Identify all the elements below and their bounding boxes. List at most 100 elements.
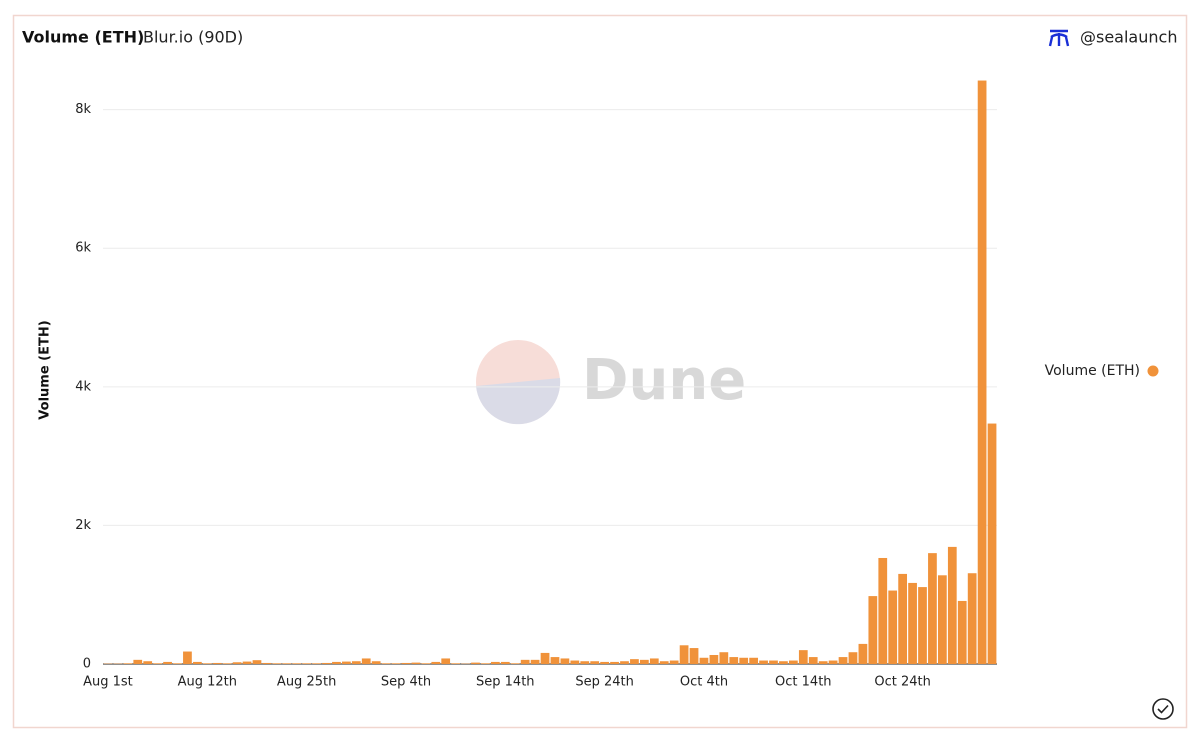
bar <box>521 660 530 664</box>
bar <box>759 661 768 664</box>
chart-subtitle: Blur.io (90D) <box>143 28 243 47</box>
bar <box>859 644 868 664</box>
bar <box>541 653 550 664</box>
bar <box>431 662 440 664</box>
bar <box>978 81 987 664</box>
legend-swatch <box>1148 366 1159 377</box>
bar <box>958 601 967 664</box>
bar <box>789 661 798 664</box>
bar <box>511 663 520 664</box>
x-tick-label: Oct 24th <box>874 675 931 690</box>
bar <box>282 663 291 664</box>
bar <box>173 663 182 664</box>
y-tick-label: 8k <box>75 102 91 117</box>
bar <box>988 424 997 664</box>
bar <box>203 663 212 664</box>
bar <box>868 596 877 664</box>
bar <box>233 662 242 664</box>
bar <box>938 575 947 664</box>
y-tick-label: 2k <box>75 518 91 533</box>
bar <box>163 662 172 664</box>
bar <box>421 663 430 664</box>
author: @sealaunch <box>1080 28 1177 47</box>
bar <box>412 663 421 664</box>
bar <box>799 650 808 664</box>
bar <box>888 591 897 664</box>
bar <box>332 662 341 664</box>
bar <box>223 663 232 664</box>
bar <box>878 558 887 664</box>
bar <box>710 655 719 664</box>
bar <box>928 553 937 664</box>
bar <box>561 658 570 664</box>
bar <box>372 661 381 664</box>
bar <box>650 658 659 664</box>
bar <box>779 661 788 664</box>
bar <box>382 663 391 664</box>
bar <box>719 652 728 664</box>
x-tick-label: Aug 25th <box>277 675 336 690</box>
bar <box>183 652 192 664</box>
bar <box>640 660 649 664</box>
watermark: Dune <box>476 340 746 424</box>
bar <box>451 663 460 664</box>
bar <box>809 657 818 664</box>
x-tick-label: Sep 14th <box>476 675 535 690</box>
bar <box>213 663 222 664</box>
bar <box>481 663 490 664</box>
bar <box>263 663 272 664</box>
bar <box>620 661 629 664</box>
bar <box>570 661 579 664</box>
bar <box>133 660 142 664</box>
bar <box>729 657 738 664</box>
bar <box>700 658 709 664</box>
bar <box>352 661 361 664</box>
bar <box>660 661 669 664</box>
chart-title: Volume (ETH) <box>22 28 144 47</box>
bar <box>590 661 599 664</box>
bar <box>312 663 321 664</box>
x-tick-label: Oct 4th <box>680 675 728 690</box>
bar <box>898 574 907 664</box>
bar <box>680 645 689 664</box>
bar <box>690 648 699 664</box>
bar <box>630 659 639 664</box>
bar <box>948 547 957 664</box>
bar <box>362 658 371 664</box>
bar <box>123 663 132 664</box>
bar <box>272 663 281 664</box>
bar <box>243 662 252 664</box>
bar <box>749 658 758 664</box>
x-tick-label: Aug 12th <box>178 675 237 690</box>
bar <box>292 663 301 664</box>
bar <box>471 663 480 664</box>
y-tick-label: 0 <box>83 657 91 672</box>
x-tick-label: Aug 1st <box>83 675 133 690</box>
watermark-text: Dune <box>582 348 746 413</box>
bar <box>670 661 679 664</box>
bar <box>551 657 560 664</box>
bar <box>849 652 858 664</box>
bar <box>491 662 500 664</box>
bar <box>441 658 450 664</box>
legend-label: Volume (ETH) <box>1045 363 1140 379</box>
bar <box>819 661 828 664</box>
bar <box>968 573 977 664</box>
x-tick-label: Oct 14th <box>775 675 832 690</box>
bar <box>342 662 351 664</box>
bar <box>302 663 311 664</box>
bar <box>908 583 917 664</box>
bar <box>253 660 262 664</box>
bar <box>153 663 162 664</box>
bar <box>600 662 609 664</box>
bar <box>392 663 401 664</box>
bar <box>829 661 838 664</box>
bar <box>402 663 411 664</box>
bar <box>580 661 589 664</box>
bar <box>739 658 748 664</box>
bar <box>193 662 202 664</box>
y-tick-label: 4k <box>75 379 91 394</box>
bar <box>501 662 510 664</box>
bar <box>839 657 848 664</box>
